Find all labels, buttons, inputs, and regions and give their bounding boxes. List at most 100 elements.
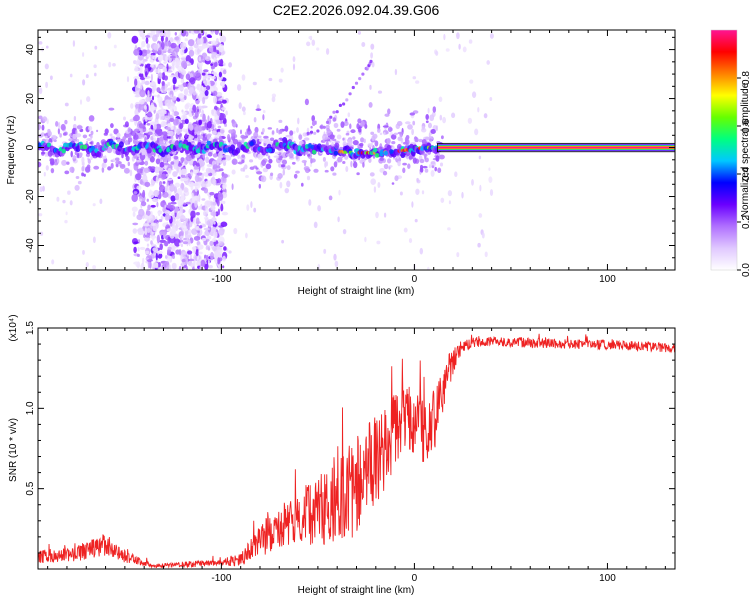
- spectrogram-cell: [292, 56, 296, 63]
- spectrogram-cell: [167, 87, 172, 91]
- spectrogram-cell: [220, 203, 224, 212]
- spectrogram-cell: [246, 204, 250, 212]
- spectrogram-cell: [213, 118, 216, 124]
- spectrogram-cell: [412, 76, 417, 80]
- spectrogram-cell: [173, 119, 179, 126]
- spectrogram-cell: [393, 132, 398, 136]
- spectrogram-cell: [146, 210, 151, 217]
- spectrogram-cell: [41, 124, 45, 131]
- spectrogram-cell: [165, 126, 171, 130]
- spectrogram-cell: [201, 173, 204, 181]
- spectrogram-cell: [377, 128, 381, 133]
- spectrogram-cell: [159, 239, 167, 243]
- spectrogram-cell: [215, 37, 219, 45]
- spectrogram-cell: [132, 116, 137, 122]
- spectrogram-cell: [143, 223, 150, 227]
- spectrogram-cell: [151, 106, 158, 110]
- spectrogram-cell: [199, 225, 203, 229]
- spectrogram-cell: [221, 107, 226, 111]
- spectrogram-cell: [244, 164, 248, 170]
- spectrogram-cell: [108, 61, 112, 68]
- spectrogram-cell: [89, 141, 93, 145]
- spectrogram-cell: [167, 236, 171, 244]
- spectrogram-cell: [177, 200, 181, 208]
- spectrogram-cell: [133, 138, 137, 144]
- spectrogram-cell: [153, 124, 158, 130]
- spectrogram-cell: [64, 219, 68, 224]
- spectrogram-cell: [210, 169, 216, 175]
- spectrogram-cell: [136, 185, 142, 191]
- spectrogram-cell: [435, 125, 438, 132]
- spectrogram-cell: [151, 95, 155, 101]
- spectrogram-cell: [213, 57, 216, 63]
- spectrogram-cell: [218, 71, 223, 78]
- spectrogram-cell: [442, 116, 447, 124]
- spectrogram-cell: [394, 68, 398, 76]
- spectrogram-cell: [195, 72, 202, 81]
- spectrogram-cell: [149, 64, 155, 68]
- spectrogram-cell: [172, 254, 175, 259]
- spectrogram-cell: [399, 191, 403, 196]
- spectrogram-cell: [467, 117, 473, 124]
- spectrogram-cell: [147, 260, 150, 269]
- spectrogram-cell: [140, 263, 145, 270]
- spectrogram-cell: [42, 185, 45, 192]
- spectrogram-cell: [211, 109, 217, 117]
- spectrogram-cell: [161, 85, 166, 91]
- spectrogram-cell: [45, 138, 49, 144]
- spectrogram-cell: [216, 178, 222, 183]
- spectrogram-cell: [170, 135, 174, 140]
- spectrogram-cell: [193, 43, 199, 49]
- spectrogram-cell: [131, 35, 139, 44]
- spectrogram-cell: [38, 142, 42, 148]
- spectrogram-cell: [49, 75, 53, 80]
- spectrogram-cell: [333, 122, 339, 128]
- spectrogram-cell: [155, 176, 159, 184]
- spectrogram-cell: [62, 142, 68, 148]
- spectrogram-cell: [350, 160, 353, 168]
- spectrogram-cell: [85, 74, 89, 79]
- spectrogram-cell: [92, 265, 96, 270]
- spectrogram-cell: [139, 153, 146, 161]
- spectrogram-cell: [386, 137, 391, 145]
- spectrogram-cell: [304, 167, 310, 174]
- spectrogram-cell: [270, 172, 274, 177]
- spectrogram-cell: [246, 129, 252, 135]
- spectrogram-cell: [165, 214, 172, 220]
- spectrogram-cell: [136, 168, 144, 174]
- spectrogram-cell: [325, 48, 330, 55]
- spectrogram-cell: [408, 238, 413, 244]
- spectrogram-cell: [225, 110, 228, 116]
- spectrogram-cell: [489, 189, 494, 197]
- spectrogram-cell: [172, 111, 180, 117]
- spectrogram-cell: [151, 236, 155, 241]
- spectrogram-cell: [150, 73, 153, 82]
- spectrogram-cell: [66, 161, 70, 165]
- spectrogram-cell: [130, 103, 134, 109]
- spectrogram-cell: [187, 218, 190, 225]
- spectrogram-cell: [198, 85, 204, 94]
- spectrogram-cell: [69, 73, 73, 78]
- spectrogram-cell: [206, 120, 212, 129]
- spectrogram-cell: [329, 134, 335, 140]
- spectrogram-cell: [239, 129, 243, 135]
- spectrogram-cell: [377, 181, 381, 189]
- spectrogram-cell: [210, 226, 217, 233]
- spectrogram-cell: [202, 224, 206, 228]
- spectrogram-cell: [169, 55, 176, 59]
- spectrogram-cell: [182, 82, 187, 88]
- spectrogram-cell: [182, 128, 187, 132]
- spectrogram-cell: [156, 87, 161, 93]
- spectrogram-cell: [135, 85, 139, 94]
- spectrogram-cell: [412, 120, 416, 126]
- spectrogram-cell: [212, 179, 217, 186]
- spectrogram-cell: [215, 115, 220, 120]
- spectrogram-cell: [333, 150, 339, 156]
- spectrogram-cell: [278, 163, 282, 168]
- spectrogram-cell: [219, 35, 227, 43]
- spectrogram-cell: [435, 155, 440, 162]
- spectrogram-cell: [154, 68, 161, 74]
- spectrogram-cell: [322, 135, 326, 139]
- spectrogram-cell: [329, 115, 333, 119]
